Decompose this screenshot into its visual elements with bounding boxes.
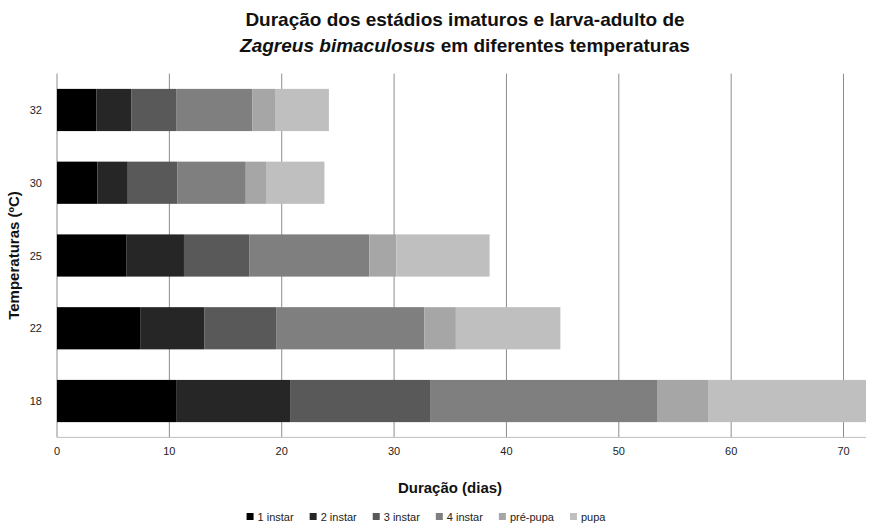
legend-label: 3 instar (384, 511, 420, 523)
bar-segment (57, 380, 176, 422)
x-tick-label: 40 (500, 445, 512, 457)
legend-swatch (436, 513, 443, 520)
legend-swatch (499, 513, 506, 520)
legend: 1 instar 2 instar 3 instar 4 instar pré-pupa… (247, 511, 607, 523)
bar-segment (291, 380, 430, 422)
bar-segment (177, 162, 246, 204)
y-axis-label: Temperaturas (ºC) (5, 191, 22, 320)
bar-segment (184, 234, 249, 276)
y-tick-label: 25 (30, 250, 42, 262)
bar-segment (430, 380, 657, 422)
bar-segment (57, 307, 140, 349)
bar-segment (266, 162, 324, 204)
bar-segment (97, 162, 127, 204)
bar-segment (276, 307, 424, 349)
x-tick-label: 70 (837, 445, 849, 457)
legend-swatch (373, 513, 380, 520)
bar-segment (128, 162, 177, 204)
legend-label: 4 instar (447, 511, 483, 523)
legend-label: pré-pupa (510, 511, 555, 523)
bar-segment (246, 162, 266, 204)
legend-swatch (570, 513, 577, 520)
x-tick-label: 50 (613, 445, 625, 457)
x-tick-label: 0 (54, 445, 60, 457)
title: Duração dos estádios imaturos e larva-ad… (239, 9, 690, 56)
legend-swatch (247, 513, 254, 520)
bar-segment (424, 307, 455, 349)
bar-segment (249, 234, 369, 276)
bar-segment (57, 162, 97, 204)
bar-segment (275, 89, 329, 131)
y-tick-label: 22 (30, 322, 42, 334)
legend-swatch (310, 513, 317, 520)
y-tick-label: 32 (30, 104, 42, 116)
bar-segment (253, 89, 275, 131)
x-tick-label: 60 (725, 445, 737, 457)
x-axis-label: Duração (dias) (398, 479, 502, 496)
legend-label: 2 instar (321, 511, 357, 523)
y-tick-label: 30 (30, 177, 42, 189)
bar-segment (709, 380, 866, 422)
bar-segment (57, 234, 127, 276)
bar-segment (657, 380, 709, 422)
y-tick-label: 18 (30, 395, 42, 407)
bar-segment (140, 307, 204, 349)
bar-segment (127, 234, 184, 276)
bar-segment (204, 307, 276, 349)
bar-segment (456, 307, 560, 349)
x-tick-label: 20 (276, 445, 288, 457)
bar-segment (176, 89, 252, 131)
legend-label: pupa (581, 511, 606, 523)
bar-segment (131, 89, 176, 131)
bar-segment (369, 234, 396, 276)
bar-segment (396, 234, 489, 276)
x-tick-label: 10 (163, 445, 175, 457)
x-tick-label: 30 (388, 445, 400, 457)
x-axis (57, 437, 866, 438)
bar-segment (176, 380, 291, 422)
bar-segment (57, 89, 96, 131)
chart: Duração dos estádios imaturos e larva-ad… (0, 0, 869, 529)
legend-label: 1 instar (258, 511, 294, 523)
bar-segment (96, 89, 131, 131)
